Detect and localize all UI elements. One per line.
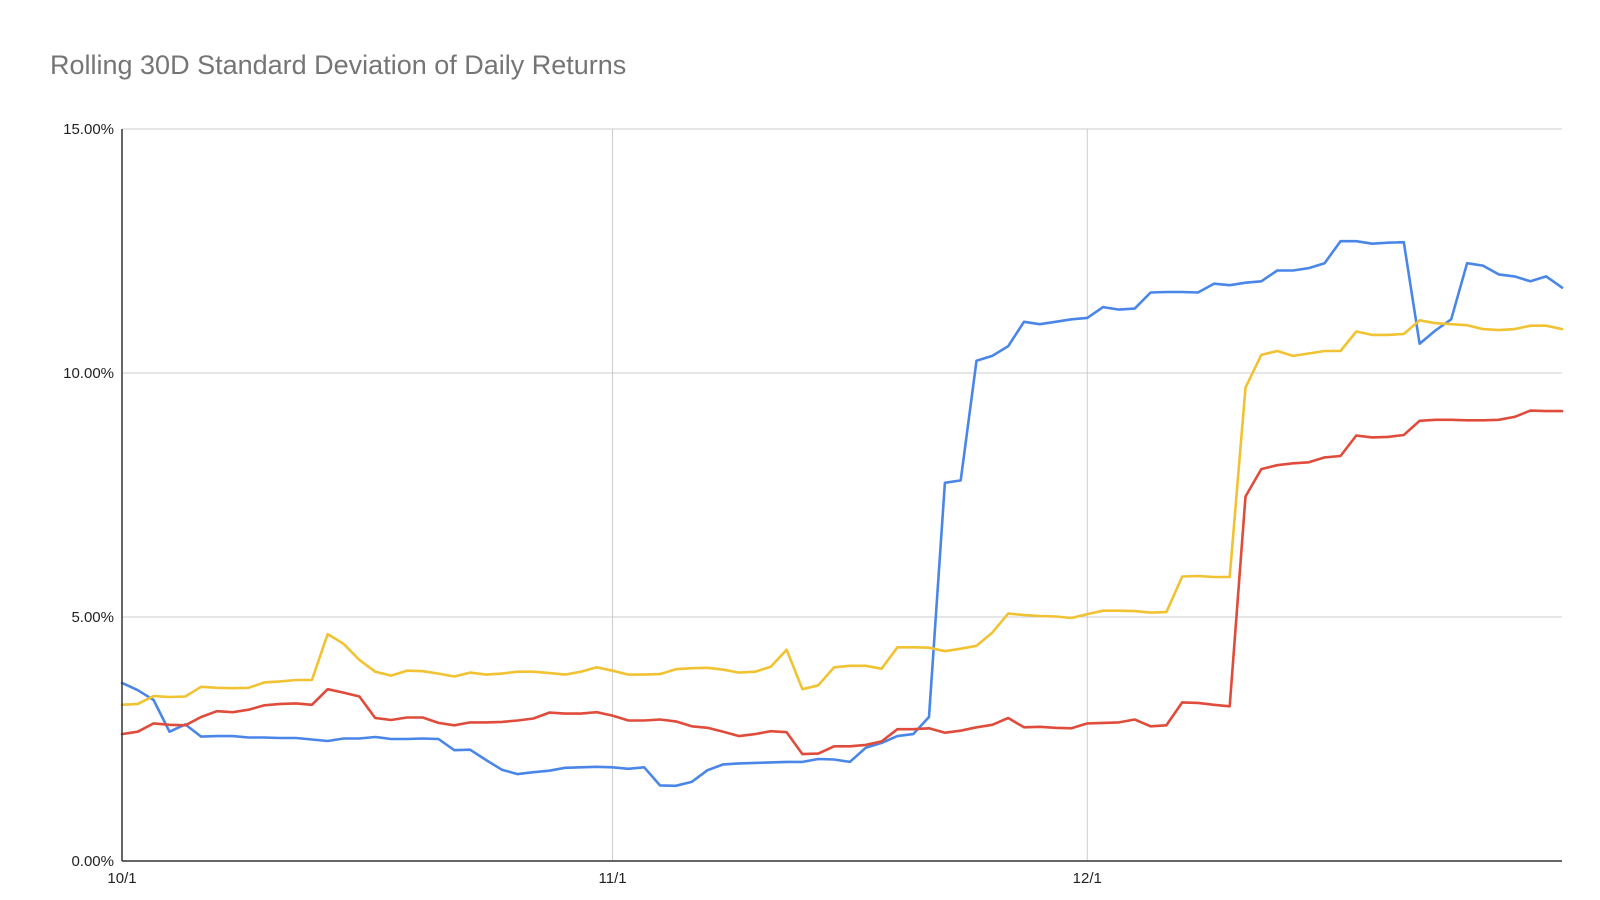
- gridlines: [122, 128, 1562, 861]
- x-tick-label: 10/1: [107, 870, 136, 887]
- y-tick-label: 5.00%: [71, 609, 114, 626]
- chart-title: Rolling 30D Standard Deviation of Daily …: [50, 50, 627, 80]
- y-tick-label: 0.00%: [71, 853, 114, 870]
- series-line-2: [120, 409, 1564, 756]
- tick-labels: 0.00% 5.00% 10.00% 15.00% 10/1 11/1 12/1: [63, 121, 1102, 887]
- y-tick-label: 15.00%: [63, 121, 114, 138]
- y-tick-label: 10.00%: [63, 365, 114, 382]
- x-tick-label: 11/1: [599, 870, 627, 887]
- series-line-3: [120, 318, 1564, 707]
- series-layer: [120, 239, 1564, 788]
- series-line-1: [120, 239, 1564, 788]
- x-tick-label: 12/1: [1073, 870, 1102, 887]
- axes: [121, 129, 1562, 862]
